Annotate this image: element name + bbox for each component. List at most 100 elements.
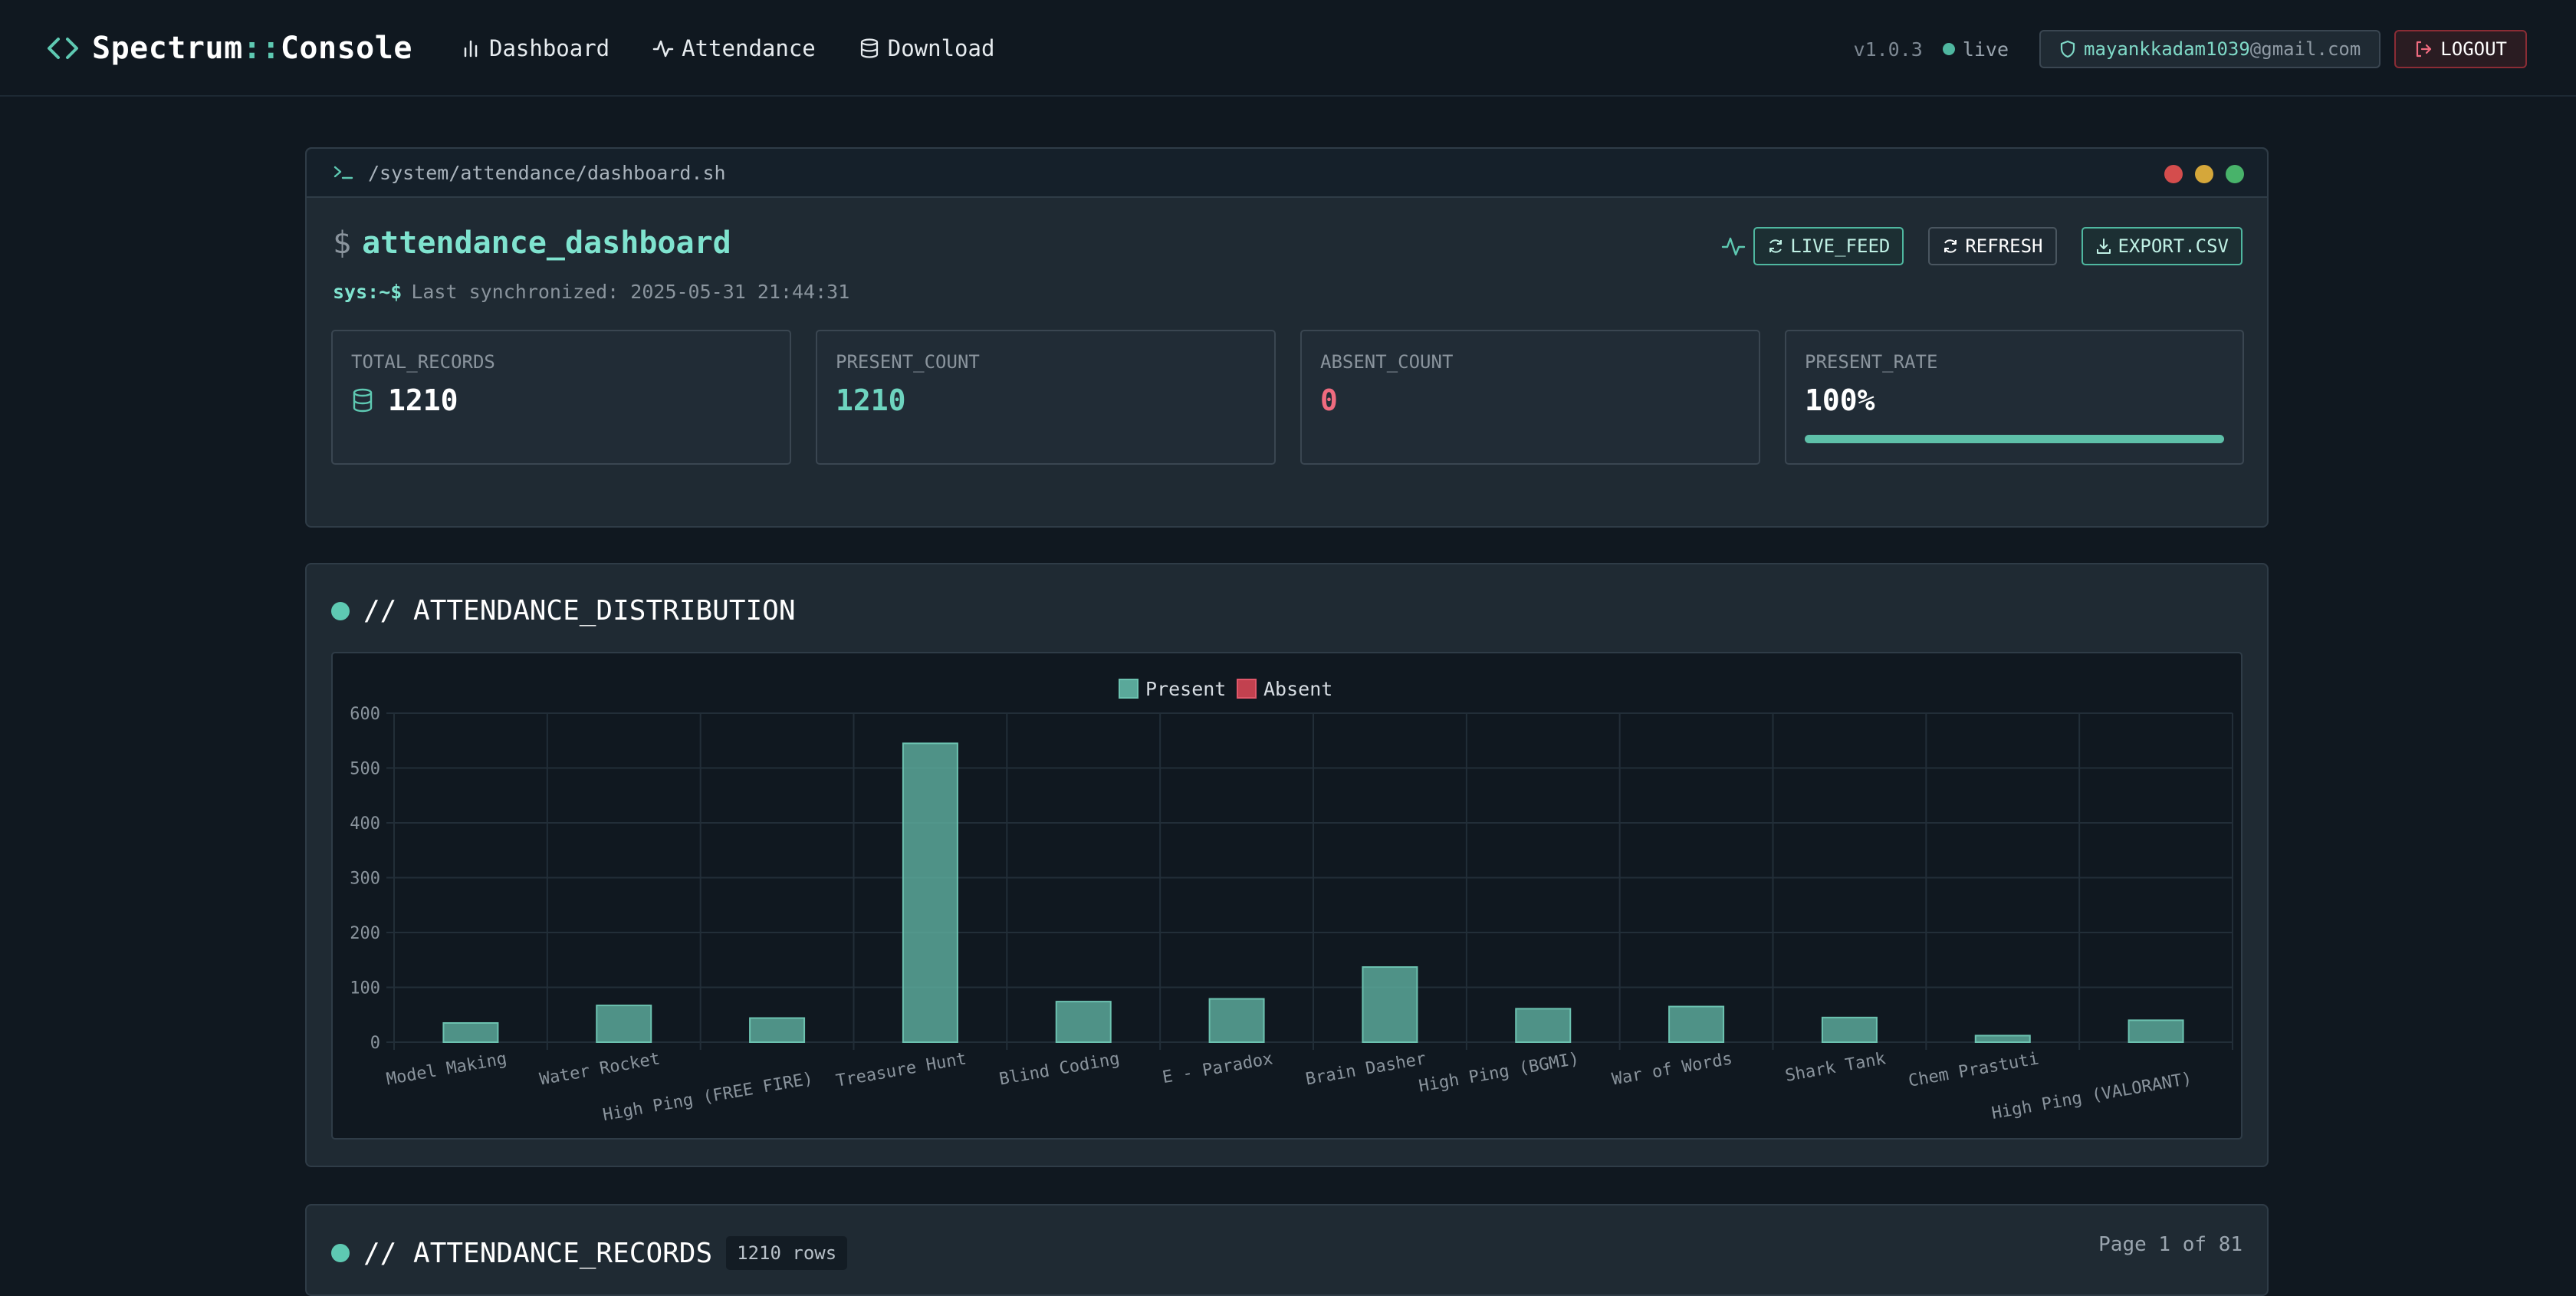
x-tick-label: Water Rocket — [538, 1049, 662, 1089]
logout-button[interactable]: LOGOUT — [2394, 30, 2527, 68]
legend-label-0[interactable]: Present — [1145, 678, 1226, 700]
x-tick-label: High Ping (FREE FIRE) — [601, 1069, 814, 1125]
nav-dashboard-label: Dashboard — [489, 35, 610, 61]
legend-swatch-0[interactable] — [1119, 679, 1138, 699]
x-tick-label: E - Paradox — [1161, 1049, 1274, 1087]
terminal-path: /system/attendance/dashboard.sh — [368, 161, 726, 184]
stat-value: 1210 — [836, 383, 906, 417]
bar-present-8[interactable] — [1668, 1005, 1725, 1043]
live-feed-button[interactable]: LIVE_FEED — [1753, 227, 1904, 265]
user-name: mayankkadam1039 — [2084, 38, 2250, 60]
section-dot-icon — [331, 601, 350, 620]
brand-name: Spectrum::Console — [92, 31, 412, 66]
brand[interactable]: Spectrum::Console — [46, 28, 412, 69]
y-tick-label: 200 — [350, 924, 380, 943]
database-icon — [353, 388, 373, 413]
sync-icon — [1769, 239, 1783, 253]
minimize-dot-icon[interactable] — [2195, 165, 2213, 183]
bar-present-4[interactable] — [1055, 1001, 1112, 1043]
bar-chart-icon — [464, 40, 478, 58]
maximize-dot-icon[interactable] — [2226, 165, 2244, 183]
top-navigation-bar: Spectrum::Console Dashboard Attendance D… — [0, 0, 2576, 97]
status-dot-icon — [1942, 43, 1955, 55]
x-tick-label: Treasure Hunt — [835, 1049, 968, 1091]
terminal-icon — [334, 166, 353, 179]
live-status: live — [1942, 38, 2009, 61]
x-tick-label: Model Making — [385, 1049, 508, 1089]
nav-attendance-label: Attendance — [682, 35, 816, 61]
y-tick-label: 100 — [350, 979, 380, 998]
pulse-icon — [1722, 237, 1746, 256]
distribution-bar-chart: 0 100 200 300 400 500 600 Model Making Water Ro… — [350, 678, 2233, 1125]
user-account[interactable]: mayankkadam1039 @gmail.com — [2039, 30, 2381, 68]
bar-present-5[interactable] — [1208, 998, 1265, 1044]
y-tick-label: 600 — [350, 705, 380, 724]
present-rate-bar-fill — [1805, 435, 2224, 443]
database-icon — [860, 38, 878, 58]
bar-present-6[interactable] — [1362, 966, 1418, 1044]
present-rate-bar — [1805, 435, 2224, 443]
activity-icon — [652, 40, 674, 58]
bar-present-11[interactable] — [2128, 1019, 2184, 1043]
nav-attendance[interactable]: Attendance — [652, 35, 816, 61]
download-icon — [2096, 238, 2111, 254]
terminal-titlebar: /system/attendance/dashboard.sh — [307, 149, 2267, 198]
refresh-label: REFRESH — [1965, 235, 2043, 257]
dashboard-actions: LIVE_FEED REFRESH EXPORT.CSV — [1721, 227, 2242, 265]
x-tick-label: Blind Coding — [997, 1049, 1121, 1089]
export-csv-label: EXPORT.CSV — [2118, 235, 2229, 257]
user-domain: @gmail.com — [2249, 38, 2361, 60]
live-status-label: live — [1962, 38, 2009, 61]
y-tick-label: 300 — [350, 870, 380, 889]
export-csv-button[interactable]: EXPORT.CSV — [2081, 227, 2242, 265]
bar-present-0[interactable] — [442, 1021, 499, 1044]
shield-icon — [2060, 40, 2075, 58]
y-tick-label: 500 — [350, 760, 380, 779]
close-dot-icon[interactable] — [2164, 165, 2183, 183]
code-brackets-icon — [48, 38, 78, 59]
section-dot-icon — [331, 1244, 350, 1262]
legend-label-1[interactable]: Absent — [1263, 678, 1332, 700]
page-title: $ attendance_dashboard — [333, 225, 731, 261]
refresh-icon — [1944, 239, 1957, 253]
version-label: v1.0.3 — [1853, 38, 1923, 61]
nav-download[interactable]: Download — [859, 35, 995, 61]
logout-label: LOGOUT — [2440, 38, 2507, 60]
x-tick-label: War of Words — [1611, 1049, 1734, 1089]
stat-absent-count: ABSENT_COUNT 0 — [1300, 330, 1760, 465]
sync-status: sys:~$ Last synchronized: 2025-05-31 21:4… — [333, 281, 850, 303]
attendance-records-panel: // ATTENDANCE_RECORDS 1210 rows Page 1 o… — [305, 1204, 2269, 1296]
bar-present-2[interactable] — [749, 1017, 806, 1044]
stat-label: PRESENT_RATE — [1805, 351, 1938, 373]
section-title: // ATTENDANCE_DISTRIBUTION — [331, 595, 796, 627]
refresh-button[interactable]: REFRESH — [1928, 227, 2057, 265]
pagination-info: Page 1 of 81 — [2098, 1233, 2242, 1256]
window-controls — [2152, 165, 2244, 183]
main-nav: Dashboard Attendance Download — [460, 28, 1037, 69]
bar-present-10[interactable] — [1974, 1034, 2031, 1044]
x-tick-label: Chem Prastuti — [1907, 1049, 2040, 1091]
stat-label: TOTAL_RECORDS — [351, 351, 495, 373]
legend-swatch-1[interactable] — [1237, 679, 1257, 699]
bar-present-9[interactable] — [1821, 1016, 1878, 1044]
dashboard-terminal-panel: /system/attendance/dashboard.sh $ attenda… — [305, 147, 2269, 528]
distribution-chart-container: 0 100 200 300 400 500 600 Model Making Water Ro… — [331, 652, 2242, 1140]
x-tick-label: Shark Tank — [1784, 1049, 1888, 1086]
bar-present-3[interactable] — [902, 742, 958, 1043]
stat-present-count: PRESENT_COUNT 1210 — [816, 330, 1276, 465]
stat-present-rate: PRESENT_RATE 100% — [1785, 330, 2244, 465]
nav-download-label: Download — [887, 35, 995, 61]
rows-count-badge: 1210 rows — [726, 1236, 848, 1270]
attendance-distribution-panel: // ATTENDANCE_DISTRIBUTION 0 100 200 300 400… — [305, 563, 2269, 1167]
live-feed-label: LIVE_FEED — [1790, 235, 1891, 257]
x-tick-label: High Ping (BGMI) — [1418, 1049, 1581, 1096]
header-right: v1.0.3 live mayankkadam1039 @gmail.com LO… — [1854, 29, 2527, 69]
nav-dashboard[interactable]: Dashboard — [460, 35, 610, 61]
stat-total-records: TOTAL_RECORDS 1210 — [331, 330, 791, 465]
y-tick-label: 400 — [350, 814, 380, 834]
stat-label: ABSENT_COUNT — [1320, 351, 1454, 373]
bar-present-1[interactable] — [596, 1005, 652, 1043]
section-title: // ATTENDANCE_RECORDS 1210 rows — [331, 1236, 848, 1270]
bar-present-7[interactable] — [1515, 1008, 1572, 1044]
y-tick-label: 0 — [370, 1034, 380, 1053]
